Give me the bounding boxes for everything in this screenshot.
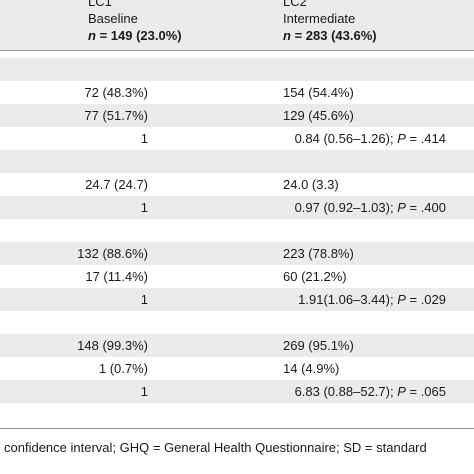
- table-row: [0, 150, 474, 173]
- footnote-text: confidence interval; GHQ = General Healt…: [4, 440, 427, 455]
- header-lc2-n-value: = 283 (43.6%): [290, 28, 377, 43]
- cell-lc1: 1: [140, 292, 148, 307]
- table-row: 1 0.84 (0.56–1.26); P = .414: [0, 127, 474, 150]
- table-row: 1 6.83 (0.88–52.7); P = .065: [0, 380, 474, 403]
- header-lc2-name: LC2: [283, 0, 307, 9]
- cell-lc2: 0.97 (0.92–1.03); P = .400: [294, 200, 446, 215]
- cell-lc1: 72 (48.3%): [84, 85, 148, 100]
- cell-lc2: 129 (45.6%): [283, 108, 354, 123]
- p-symbol: P: [397, 200, 406, 215]
- cell-lc1: 17 (11.4%): [85, 269, 148, 284]
- cell-lc1: 24.7 (24.7): [85, 177, 148, 192]
- table-row: 1 (0.7%) 14 (4.9%): [0, 357, 474, 380]
- table-body: 72 (48.3%) 154 (54.4%) 77 (51.7%) 129 (45.6…: [0, 58, 474, 403]
- p-symbol: P: [397, 131, 406, 146]
- table-row: 148 (99.3%) 269 (95.1%): [0, 334, 474, 357]
- table-row: 24.7 (24.7) 24.0 (3.3): [0, 173, 474, 196]
- cell-lc1: 1: [140, 131, 148, 146]
- header-lc2: LC2 Intermediate n = 283 (43.6%): [283, 0, 377, 44]
- table-row: 132 (88.6%) 223 (78.8%): [0, 242, 474, 265]
- table-row: 1 1.91(1.06–3.44); P = .029: [0, 288, 474, 311]
- cell-lc2: 14 (4.9%): [283, 361, 340, 376]
- header-lc2-n: n = 283 (43.6%): [283, 27, 377, 44]
- header-lc2-label: Intermediate: [283, 11, 356, 26]
- cell-lc1: 1: [140, 200, 148, 215]
- cell-lc1: 77 (51.7%): [84, 108, 148, 123]
- header-lc2-n-label: n: [283, 28, 291, 43]
- cell-lc2: 1.91(1.06–3.44); P = .029: [298, 292, 446, 307]
- cell-lc2: 269 (95.1%): [283, 338, 354, 353]
- header-lc1-n: n = 149 (23.0%): [88, 27, 182, 44]
- header-lc1-n-label: n: [88, 28, 96, 43]
- cell-lc1: 132 (88.6%): [77, 246, 148, 261]
- cell-lc2: 6.83 (0.88–52.7); P = .065: [294, 384, 446, 399]
- table-row: [0, 311, 474, 334]
- cell-lc2: 24.0 (3.3): [283, 177, 339, 192]
- table-row: 77 (51.7%) 129 (45.6%): [0, 104, 474, 127]
- cell-lc2: 223 (78.8%): [283, 246, 354, 261]
- cell-lc1: 1 (0.7%): [98, 361, 148, 376]
- cell-lc1: 1: [140, 384, 148, 399]
- header-lc1-n-value: = 149 (23.0%): [95, 28, 182, 43]
- table-header: LC1 Baseline n = 149 (23.0%) LC2 Intermed…: [0, 0, 474, 51]
- table-row: 1 0.97 (0.92–1.03); P = .400: [0, 196, 474, 219]
- header-lc1-name: LC1: [88, 0, 112, 9]
- cell-lc1: 148 (99.3%): [77, 338, 148, 353]
- table-row: 72 (48.3%) 154 (54.4%): [0, 81, 474, 104]
- table-row: 17 (11.4%) 60 (21.2%): [0, 265, 474, 288]
- p-symbol: P: [397, 292, 406, 307]
- header-lc1-label: Baseline: [88, 11, 138, 26]
- table-row: [0, 219, 474, 242]
- cell-lc2: 60 (21.2%): [283, 269, 347, 284]
- p-symbol: P: [397, 384, 406, 399]
- table-row: [0, 58, 474, 81]
- table-footnote: confidence interval; GHQ = General Healt…: [0, 428, 474, 474]
- cell-lc2: 0.84 (0.56–1.26); P = .414: [294, 131, 446, 146]
- cell-lc2: 154 (54.4%): [283, 85, 354, 100]
- header-lc1: LC1 Baseline n = 149 (23.0%): [88, 0, 182, 44]
